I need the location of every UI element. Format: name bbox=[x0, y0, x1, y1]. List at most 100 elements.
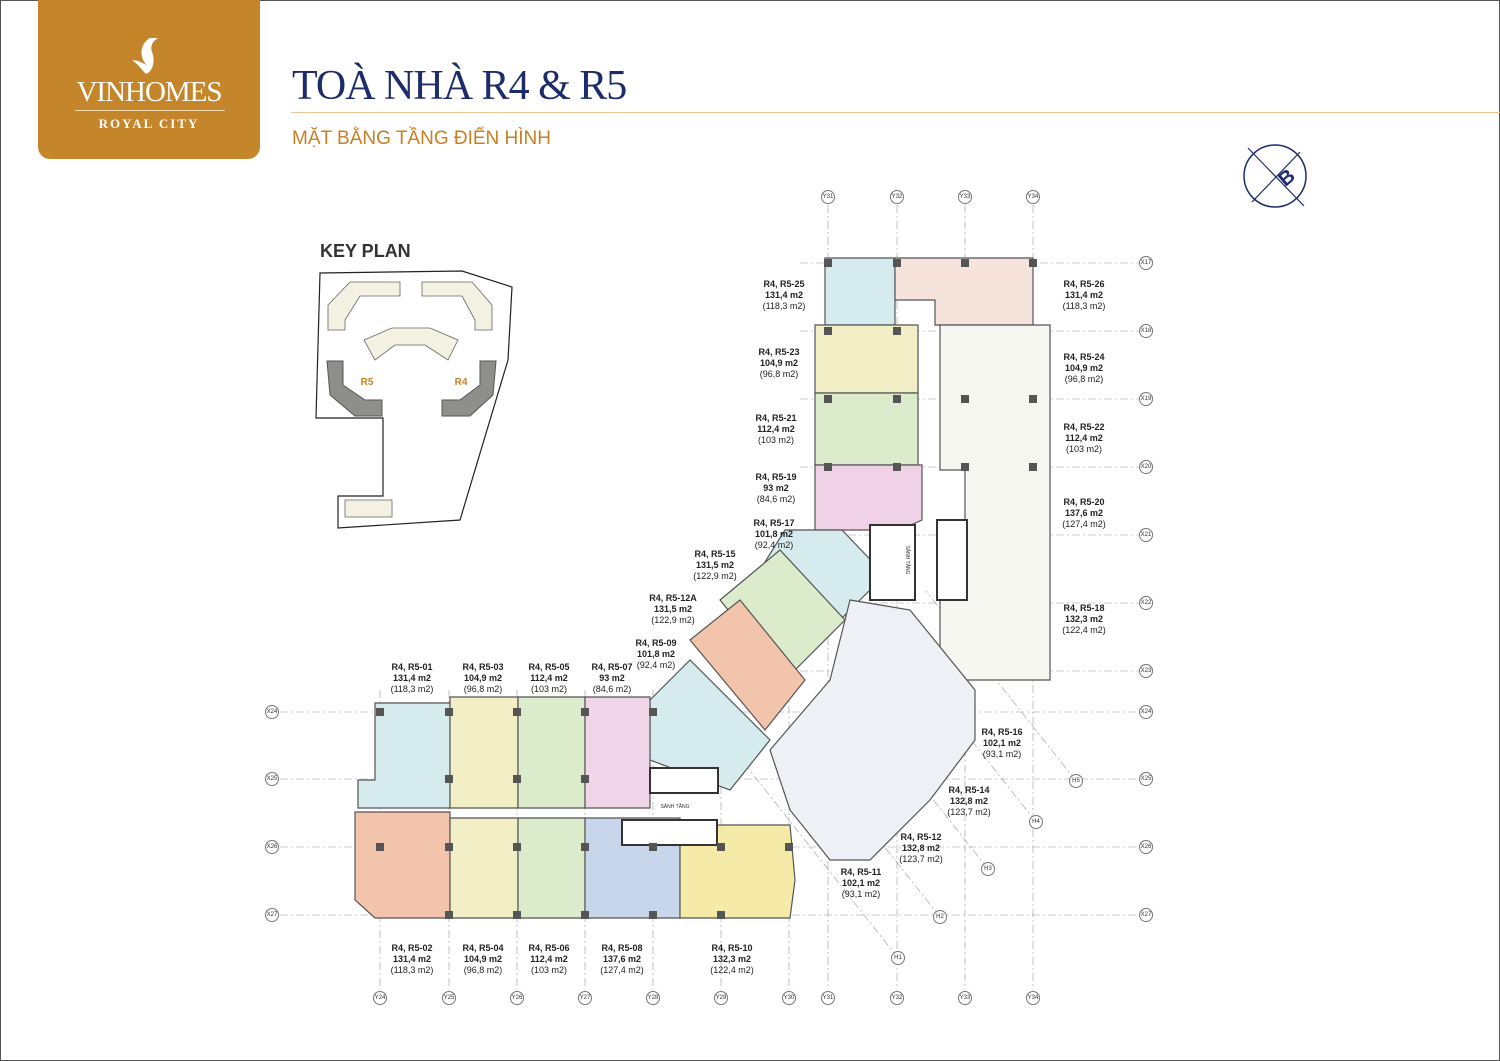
unit-net-area: (84,6 m2) bbox=[756, 494, 796, 504]
unit-id: R4, R5-20 bbox=[1063, 497, 1105, 507]
column bbox=[445, 708, 453, 716]
elevator-core bbox=[649, 767, 719, 794]
column bbox=[581, 843, 589, 851]
unit-area bbox=[814, 324, 919, 394]
grid-label: X25 bbox=[265, 772, 279, 786]
column bbox=[513, 708, 521, 716]
unit-id: R4, R5-19 bbox=[755, 472, 797, 482]
unit-area: 131,4 m2 bbox=[1064, 290, 1104, 300]
column bbox=[824, 327, 832, 335]
column bbox=[1029, 259, 1037, 267]
key-plan-building bbox=[327, 281, 401, 331]
grid-label: Y29 bbox=[714, 991, 728, 1005]
grid-label: Y31 bbox=[821, 991, 835, 1005]
unit-area: 132,8 m2 bbox=[949, 796, 989, 806]
grid-label: Y27 bbox=[578, 991, 592, 1005]
unit-label: R4, R5-07 93 m2 (84,6 m2) bbox=[591, 662, 632, 695]
unit-net-area: (127,4 m2) bbox=[600, 965, 644, 975]
grid-label: H4 bbox=[1029, 815, 1043, 829]
unit-id: R4, R5-09 bbox=[635, 638, 677, 648]
unit-net-area: (103 m2) bbox=[1065, 444, 1102, 454]
column bbox=[893, 463, 901, 471]
grid-label: Y26 bbox=[510, 991, 524, 1005]
unit-net-area: (123,7 m2) bbox=[899, 854, 943, 864]
unit-area: 137,6 m2 bbox=[1064, 508, 1104, 518]
unit-label: R4, R5-09 101,8 m2 (92,4 m2) bbox=[635, 638, 676, 671]
unit-area: 93 m2 bbox=[599, 673, 625, 683]
unit-area bbox=[894, 257, 1034, 326]
compass-line bbox=[1251, 151, 1301, 203]
unit-net-area: (118,3 m2) bbox=[390, 965, 434, 975]
unit-label: R4, R5-03 104,9 m2 (96,8 m2) bbox=[462, 662, 503, 695]
unit-area: 104,9 m2 bbox=[759, 358, 799, 368]
cores bbox=[621, 519, 968, 846]
unit-area: 112,4 m2 bbox=[757, 424, 795, 434]
column bbox=[649, 843, 657, 851]
unit-id: R4, R5-04 bbox=[462, 943, 504, 953]
unit-id: R4, R5-01 bbox=[391, 662, 433, 672]
grid-label: X21 bbox=[1139, 528, 1153, 542]
unit-net-area: (96,8 m2) bbox=[463, 965, 503, 975]
unit-area: 131,5 m2 bbox=[695, 560, 735, 570]
grid-label: Y28 bbox=[646, 991, 660, 1005]
unit-id: R4, R5-16 bbox=[981, 727, 1023, 737]
unit-label: R4, R5-12 132,8 m2 (123,7 m2) bbox=[899, 832, 943, 865]
unit-area: 137,6 m2 bbox=[602, 954, 642, 964]
column bbox=[961, 395, 969, 403]
grid-label: H5 bbox=[1069, 774, 1083, 788]
unit-id: R4, R5-25 bbox=[763, 279, 805, 289]
unit-net-area: (96,8 m2) bbox=[1064, 374, 1104, 384]
unit-net-area: (96,8 m2) bbox=[463, 684, 503, 694]
unit-net-area: (122,4 m2) bbox=[710, 965, 754, 975]
unit-label: R4, R5-19 93 m2 (84,6 m2) bbox=[755, 472, 796, 505]
unit-label: R4, R5-08 137,6 m2 (127,4 m2) bbox=[600, 943, 644, 976]
key-plan-label-r5: R5 bbox=[361, 377, 374, 388]
column bbox=[961, 463, 969, 471]
key-plan-building bbox=[344, 499, 393, 518]
unit-net-area: (118,3 m2) bbox=[762, 301, 806, 311]
unit-label: R4, R5-14 132,8 m2 (123,7 m2) bbox=[947, 785, 991, 818]
grid-label: Y25 bbox=[442, 991, 456, 1005]
vinhomes-logo: VINHOMES ROYAL CITY bbox=[38, 0, 260, 159]
column bbox=[581, 708, 589, 716]
unit-id: R4, R5-10 bbox=[711, 943, 753, 953]
unit-area: 93 m2 bbox=[763, 483, 789, 493]
unit-area bbox=[689, 599, 806, 731]
column bbox=[824, 463, 832, 471]
unit-net-area: (103 m2) bbox=[530, 965, 567, 975]
unit-label: R4, R5-25 131,4 m2 (118,3 m2) bbox=[763, 279, 806, 312]
unit-id: R4, R5-22 bbox=[1063, 422, 1105, 432]
unit-area: 104,9 m2 bbox=[1064, 363, 1104, 373]
unit-net-area: (122,4 m2) bbox=[1062, 625, 1106, 635]
column bbox=[824, 395, 832, 403]
key-plan-building bbox=[421, 281, 493, 331]
unit-label: R4, R5-06 112,4 m2 (103 m2) bbox=[528, 943, 569, 976]
grid-label: Y31 bbox=[821, 190, 835, 204]
compass-north-icon: B bbox=[1243, 144, 1307, 208]
unit-label: R4, R5-01 131,4 m2 (118,3 m2) bbox=[391, 662, 434, 695]
unit-label: R4, R5-04 104,9 m2 (96,8 m2) bbox=[462, 943, 503, 976]
grid-label: Y32 bbox=[890, 190, 904, 204]
unit-net-area: (92,4 m2) bbox=[636, 660, 676, 670]
grid-label: X25 bbox=[1139, 772, 1153, 786]
unit-area: 131,4 m2 bbox=[764, 290, 804, 300]
column bbox=[893, 395, 901, 403]
key-plan-r4 bbox=[441, 360, 497, 417]
grid-label: X26 bbox=[1139, 840, 1153, 854]
column bbox=[376, 708, 384, 716]
unit-area bbox=[354, 811, 451, 919]
unit-label: R4, R5-17 101,8 m2 (92,4 m2) bbox=[753, 518, 794, 551]
unit-label: R4, R5-26 131,4 m2 (118,3 m2) bbox=[1063, 279, 1106, 312]
grid-label: H2 bbox=[933, 910, 947, 924]
unit-area bbox=[449, 817, 519, 919]
key-plan-r5 bbox=[326, 360, 383, 417]
logo-brand: VINHOMES bbox=[76, 76, 222, 108]
unit-net-area: (103 m2) bbox=[757, 435, 794, 445]
unit-area bbox=[824, 257, 896, 326]
unit-area: 101,8 m2 bbox=[636, 649, 676, 659]
unit-id: R4, R5-26 bbox=[1063, 279, 1105, 289]
unit-net-area: (96,8 m2) bbox=[759, 369, 799, 379]
grid-label: X24 bbox=[265, 705, 279, 719]
column bbox=[445, 911, 453, 919]
